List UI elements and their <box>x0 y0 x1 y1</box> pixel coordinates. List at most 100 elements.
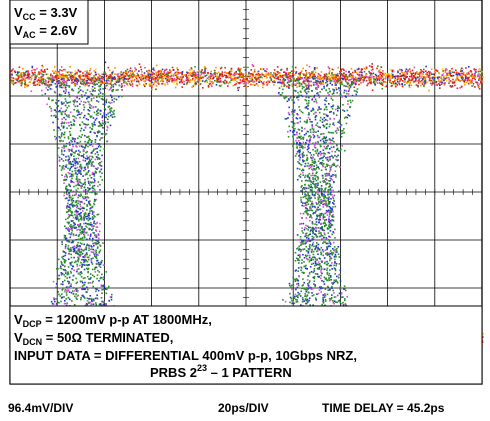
trace-sample <box>345 70 347 73</box>
trace-sample <box>110 78 113 81</box>
trace-sample <box>115 78 117 81</box>
trace-sample <box>251 64 254 66</box>
trace-sample <box>233 78 235 81</box>
trace-sample <box>107 77 110 80</box>
trace-sample <box>408 68 411 70</box>
trace-sample <box>316 82 318 85</box>
trace-sample <box>189 79 192 81</box>
trace-sample <box>143 80 145 82</box>
trace-sample <box>245 74 248 76</box>
trace-sample <box>341 75 344 78</box>
trace-sample <box>374 83 376 85</box>
trace-sample <box>354 76 357 79</box>
trace-sample <box>168 78 171 80</box>
trace-sample <box>130 73 133 76</box>
trace-sample <box>370 79 372 82</box>
trace-sample <box>134 75 136 78</box>
trace-sample <box>165 75 167 78</box>
trace-sample <box>127 80 129 83</box>
trace-sample <box>417 82 420 84</box>
trace-sample <box>268 81 271 84</box>
trace-sample <box>454 84 456 87</box>
trace-sample <box>109 74 112 76</box>
trace-sample <box>383 81 385 83</box>
trace-sample <box>188 74 190 77</box>
trace-sample <box>217 81 219 83</box>
trace-sample <box>105 85 107 87</box>
trace-sample <box>193 75 195 78</box>
trace-sample <box>321 82 324 84</box>
trace-sample <box>157 71 159 73</box>
trace-sample <box>246 78 248 80</box>
trace-sample <box>143 75 145 78</box>
trace-sample <box>466 72 468 75</box>
trace-sample <box>121 76 124 79</box>
trace-sample <box>439 81 441 83</box>
trace-sample <box>180 76 182 78</box>
trace-sample <box>17 77 20 80</box>
trace-sample <box>120 71 123 73</box>
trace-sample <box>349 79 351 81</box>
trace-sample <box>399 80 401 82</box>
trace-sample <box>160 75 162 77</box>
trace-sample <box>394 80 396 83</box>
trace-sample <box>311 71 313 73</box>
trace-sample <box>409 81 411 84</box>
trace-sample <box>126 68 129 71</box>
trace-sample <box>102 82 105 84</box>
trace-sample <box>389 68 392 71</box>
trace-sample <box>129 69 131 72</box>
trace-sample <box>434 75 436 78</box>
trace-sample <box>191 75 194 77</box>
trace-sample <box>428 72 431 75</box>
trace-sample <box>208 78 211 80</box>
trace-sample <box>126 84 129 87</box>
trace-sample <box>340 81 343 84</box>
trace-sample <box>86 70 88 72</box>
trace-sample <box>308 80 311 83</box>
trace-sample <box>186 82 188 85</box>
trace-sample <box>380 83 383 85</box>
trace-sample <box>58 84 61 87</box>
trace-sample <box>479 70 482 73</box>
trace-sample <box>469 80 472 82</box>
trace-sample <box>333 80 336 82</box>
trace-sample <box>147 75 149 78</box>
trace-sample <box>370 77 373 80</box>
trace-sample <box>283 74 285 77</box>
trace-sample <box>145 83 147 85</box>
trace-sample <box>150 72 153 74</box>
trace-sample <box>110 76 112 79</box>
trace-sample <box>451 85 454 87</box>
trace-sample <box>234 79 236 81</box>
trace-sample <box>76 73 78 75</box>
trace-sample <box>228 73 230 75</box>
trace-sample <box>443 75 445 78</box>
trace-sample <box>286 76 288 79</box>
trace-sample <box>283 83 285 85</box>
trace-sample <box>174 71 177 74</box>
trace-sample <box>379 80 381 83</box>
trace-sample <box>185 79 188 81</box>
trace-sample <box>467 77 469 80</box>
trace-sample <box>354 71 356 73</box>
trace-sample <box>166 79 169 82</box>
trace-sample <box>143 72 146 74</box>
trace-sample <box>280 68 283 71</box>
trace-sample <box>40 68 43 71</box>
trace-sample <box>253 76 256 79</box>
trace-sample <box>332 77 334 80</box>
trace-sample <box>217 71 220 74</box>
trace-sample <box>157 79 159 82</box>
trace-sample <box>407 80 409 83</box>
trace-sample <box>475 68 477 71</box>
trace-sample <box>239 72 241 74</box>
trace-sample <box>386 72 389 75</box>
trace-sample <box>430 68 433 71</box>
trace-sample <box>82 74 84 77</box>
trace-sample <box>245 76 247 79</box>
trace-sample <box>347 85 350 88</box>
trace-sample <box>55 76 57 78</box>
trace-sample <box>69 76 72 78</box>
trace-sample <box>168 75 171 78</box>
